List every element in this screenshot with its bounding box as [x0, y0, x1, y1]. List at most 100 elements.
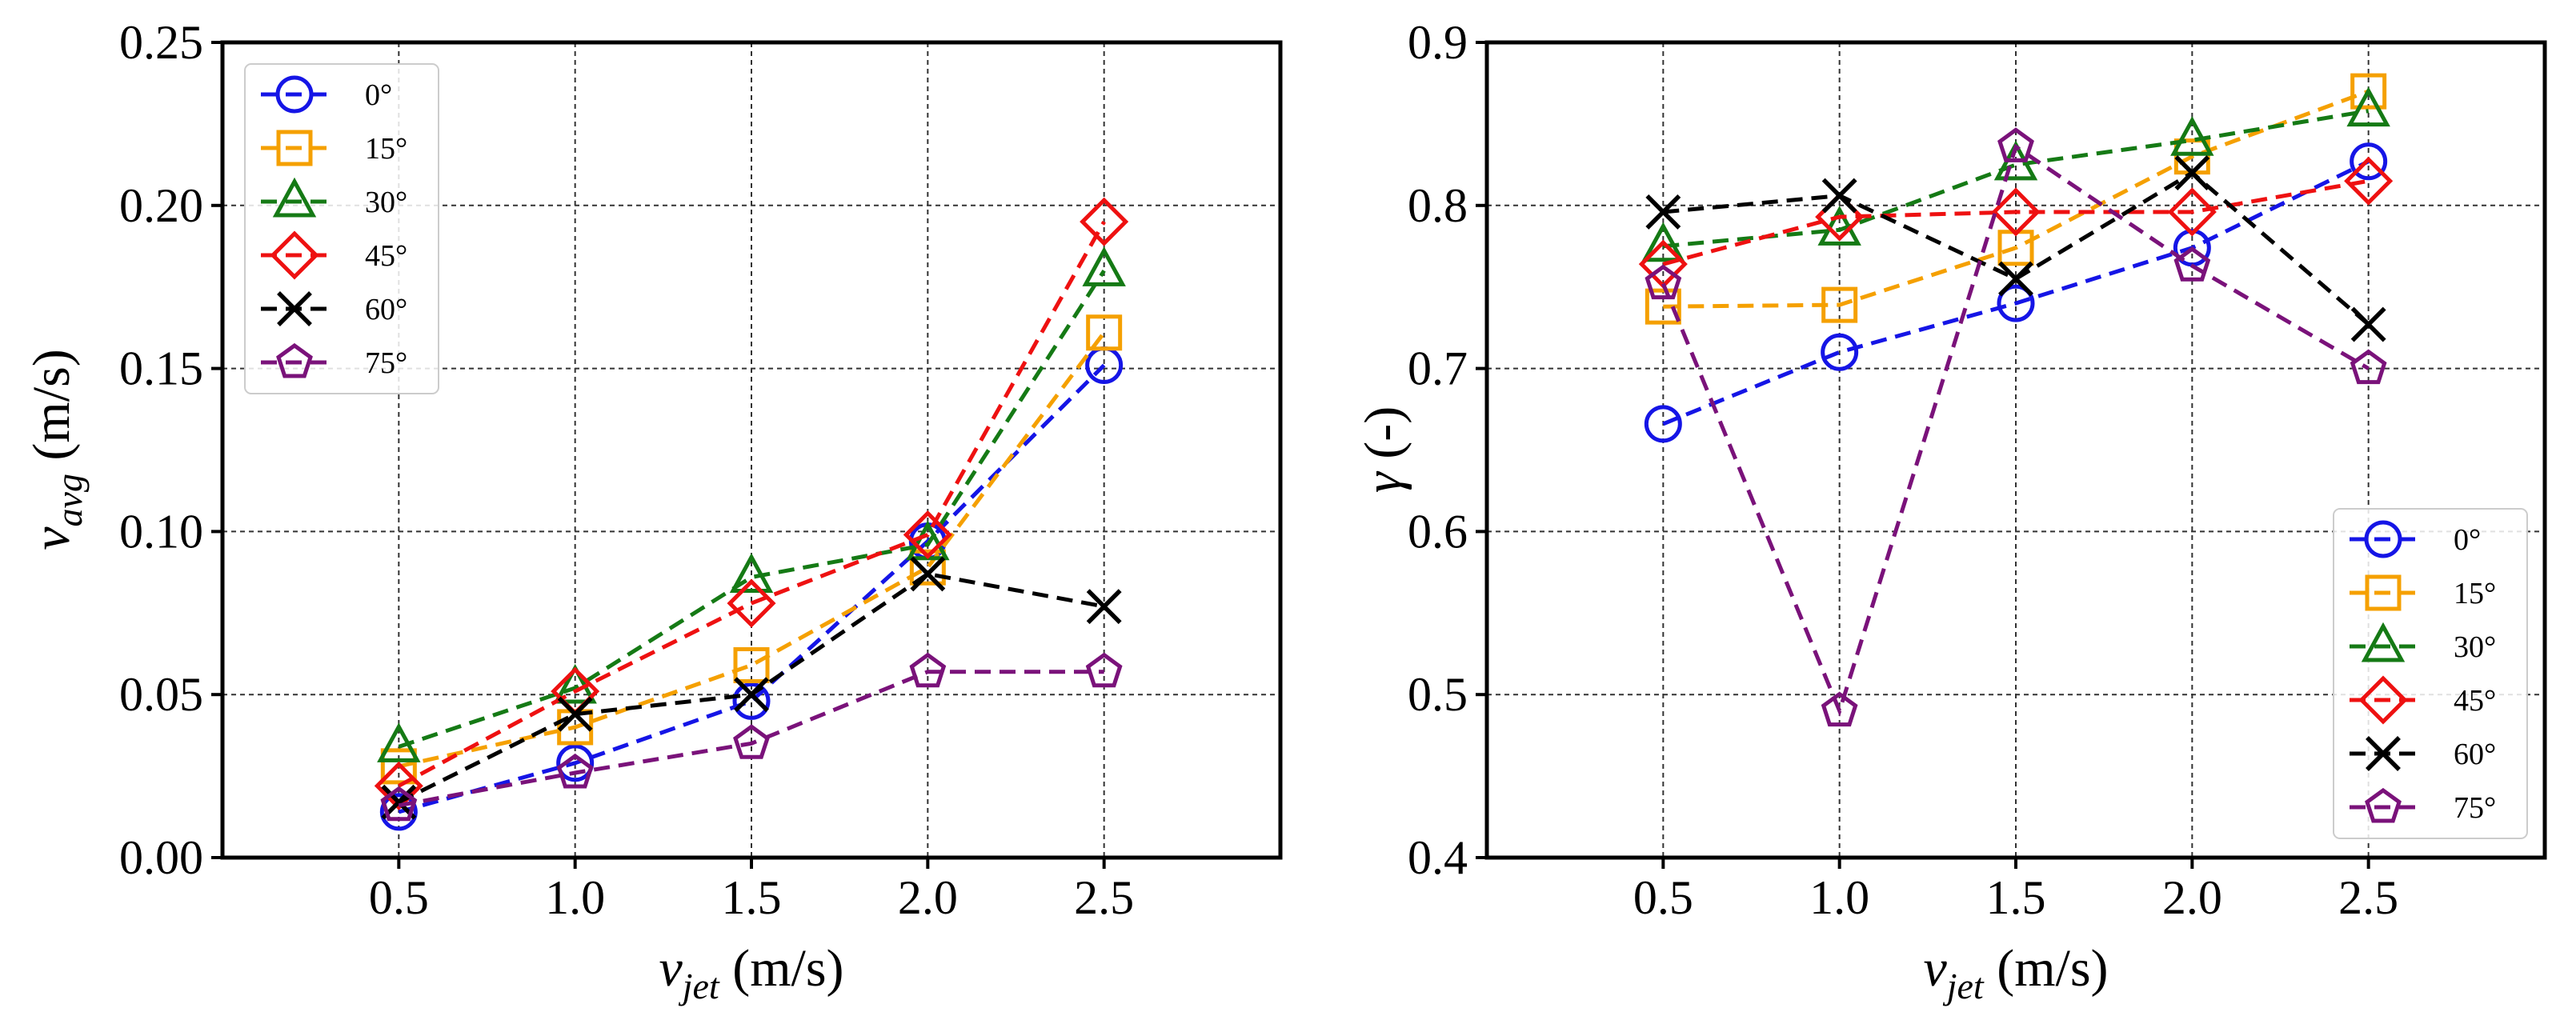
data-point [1991, 187, 2041, 237]
series-line [1662, 159, 2370, 426]
data-point [1821, 178, 1857, 214]
data-point [557, 696, 593, 732]
data-point [1080, 197, 1129, 246]
legend-item: 0° [2350, 520, 2481, 558]
legend-item: 30° [2350, 622, 2496, 664]
data-point [909, 652, 947, 688]
chart-right: 0.5 1.0 1.5 2.0 2.5 0.4 0.5 0.6 0.7 0.8 0.9 vjet (m… [1354, 16, 2547, 1006]
data-point [1086, 589, 1122, 625]
series-left-5 [380, 652, 1123, 822]
x-tick-label: 1.5 [1986, 871, 2046, 924]
data-point [910, 556, 946, 592]
series-line [1661, 143, 2370, 717]
y-tick-label: 0.7 [1408, 342, 1468, 395]
data-point [1998, 261, 2033, 297]
x-tick-label: 1.0 [545, 871, 605, 924]
data-point [1645, 288, 1681, 325]
legend-item: 75° [2350, 787, 2496, 825]
legend-marker [2366, 736, 2401, 771]
legend-item: 0° [261, 75, 392, 114]
y-tick-label: 0.10 [119, 505, 203, 558]
x-axis-label-left-symbol: v [659, 939, 683, 998]
legend-label: 60° [2454, 738, 2496, 771]
x-axis-label-left: vjet (m/s) [659, 939, 843, 1006]
series-line [398, 220, 1106, 788]
y-axis-label-left-subscript: avg [49, 474, 90, 526]
y-axis-label-right-symbol: γ [1354, 470, 1412, 493]
data-point [1997, 127, 2034, 162]
legend-marker [2365, 787, 2402, 823]
chart-left: 0.5 1.0 1.5 2.0 2.5 0.00 0.05 0.10 0.15 0.20 0.25 v… [22, 16, 1283, 1006]
legend-marker [272, 177, 317, 218]
data-point [1086, 314, 1123, 351]
data-point [2350, 306, 2386, 342]
legend-box [2333, 508, 2528, 839]
legend-label: 45° [2454, 684, 2496, 718]
data-point [1821, 286, 1858, 323]
y-tick-label: 0.15 [119, 342, 203, 395]
series-line [398, 269, 1106, 749]
x-tick-label: 2.0 [2162, 871, 2222, 924]
legend-item: 45° [2350, 675, 2496, 725]
legend-marker [270, 230, 319, 280]
data-point [733, 724, 770, 759]
legend-item: 15° [261, 130, 407, 166]
data-point [2350, 73, 2387, 110]
data-point [1085, 652, 1123, 688]
series-line [1663, 109, 2370, 249]
y-tick-label: 0.25 [119, 16, 203, 69]
legend-marker [277, 291, 312, 326]
x-axis-label-right-subscript: jet [1943, 966, 1985, 1006]
legend-item: 60° [2350, 736, 2496, 771]
data-point [377, 722, 421, 762]
legend-label: 0° [365, 78, 392, 112]
data-point [2344, 156, 2394, 206]
data-point [2346, 86, 2390, 127]
y-tick-label: 0.20 [119, 179, 203, 232]
y-axis-label-left-unit: (m/s) [22, 349, 81, 474]
x-tick-label: 2.5 [1074, 871, 1134, 924]
y-tick-label: 0.4 [1408, 831, 1468, 884]
data-point [556, 744, 595, 782]
series-right-5 [1645, 127, 2387, 727]
data-point [2350, 142, 2388, 181]
data-point [727, 578, 776, 628]
y-axis-label-left: vavg (m/s) [22, 349, 90, 550]
legend-label: 0° [2454, 523, 2481, 557]
y-tick-label: 0.05 [119, 668, 203, 721]
data-point [379, 793, 418, 831]
data-point [1821, 691, 1858, 727]
legend-left: 0° 15° 30° 45° 60° 75° [244, 63, 439, 394]
data-point [380, 786, 418, 822]
legend-marker [2358, 675, 2408, 725]
y-tick-label: 0.9 [1408, 16, 1468, 69]
data-point [2174, 155, 2210, 190]
x-axis-label-right-symbol: v [1923, 939, 1947, 998]
legend-item: 30° [261, 177, 407, 219]
legend-marker [2361, 622, 2406, 662]
data-point [729, 553, 774, 593]
data-point [2167, 187, 2217, 237]
y-tick-label: 0.00 [119, 831, 203, 884]
legend-label: 30° [365, 186, 407, 219]
data-point [374, 761, 423, 810]
data-point [732, 682, 771, 720]
legend-marker [2364, 520, 2402, 558]
legend-marker [2365, 574, 2402, 611]
data-point [903, 510, 952, 560]
legend-item: 15° [2350, 574, 2496, 611]
y-tick-label: 0.5 [1408, 668, 1468, 721]
x-axis-label-right: vjet (m/s) [1923, 939, 2108, 1006]
series-line [1663, 89, 2370, 309]
legend-label: 75° [365, 346, 407, 380]
data-point [1821, 333, 1859, 371]
data-point [909, 549, 946, 586]
y-tick-label: 0.6 [1408, 505, 1468, 558]
series-line [1662, 178, 2370, 266]
legend-label: 45° [365, 239, 407, 273]
legend-label: 30° [2454, 630, 2496, 664]
x-tick-label: 1.5 [722, 871, 782, 924]
data-point [734, 677, 769, 713]
legend-label: 15° [2454, 577, 2496, 610]
data-point [1082, 246, 1126, 286]
